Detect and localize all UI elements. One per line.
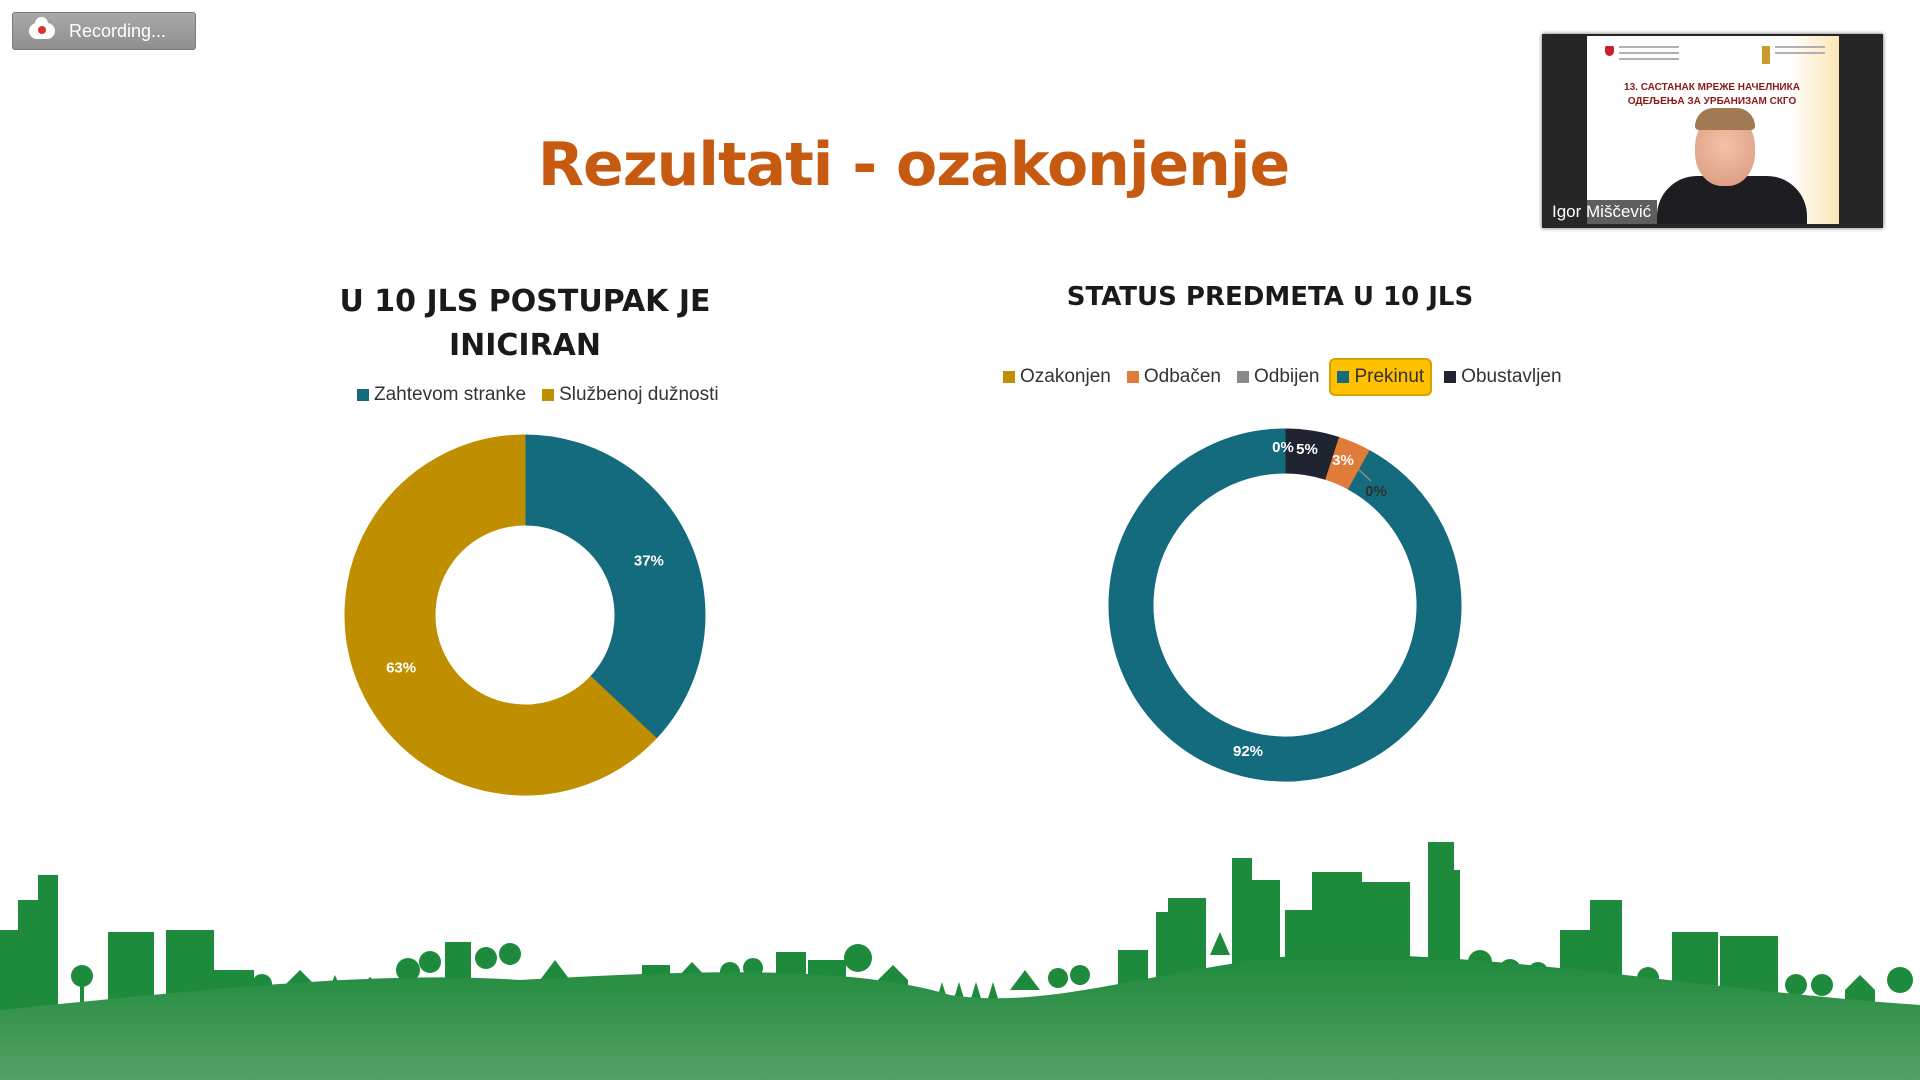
chart2-legend-item-highlighted[interactable]: Prekinut <box>1329 358 1433 396</box>
chart2-legend-label: Odbačen <box>1143 366 1221 387</box>
chart1-title-line2: INICIRAN <box>448 328 602 363</box>
chart2-legend: Ozakonjen Odbačen Odbijen Prekinut Obust… <box>1003 358 1578 396</box>
chart2-legend-swatch <box>1444 371 1457 383</box>
chart2-donut: 0% 5%3%0%92% <box>1108 428 1462 782</box>
chart2-data-label: 92% <box>1233 743 1263 760</box>
chart2-title: STATUS PREDMETA U 10 JLS <box>1066 282 1474 312</box>
participant-video-tile[interactable]: 13. САСТАНАК МРЕЖЕ НАЧЕЛНИКА ОДЕЉЕЊА ЗА … <box>1542 34 1883 228</box>
chart2-legend-label: Obustavljen <box>1461 366 1562 387</box>
shared-slide-title: 13. САСТАНАК МРЕЖЕ НАЧЕЛНИКА ОДЕЉЕЊА ЗА … <box>1597 81 1827 109</box>
chart2-data-label: 5% <box>1296 441 1318 458</box>
chart1-legend-label: Službenoj dužnosti <box>559 384 719 405</box>
chart1-legend-swatch <box>542 389 555 401</box>
recording-indicator[interactable]: Recording... <box>12 12 196 50</box>
chart2-label-leader-line <box>1357 468 1372 482</box>
chart1-legend-item: Službenoj dužnosti <box>542 384 719 406</box>
chart2-data-label: 3% <box>1332 452 1354 469</box>
recording-label: Recording... <box>69 20 167 41</box>
recording-cloud-icon <box>29 17 55 39</box>
chart2-legend-item: Ozakonjen <box>1003 366 1111 388</box>
chart2-data-label: 0% <box>1272 439 1294 456</box>
chart1-donut: 37% 63% <box>344 434 706 796</box>
skgo-logo-icon <box>1762 46 1770 64</box>
chart2-legend-item: Odbijen <box>1236 366 1320 388</box>
chart2-legend-label: Ozakonjen <box>1020 366 1111 387</box>
chart1-slice-zahtevom-stranke <box>524 434 706 739</box>
header-text-lines <box>1775 46 1825 58</box>
chart2-legend-swatch <box>1337 371 1350 383</box>
city-skyline-illustration <box>0 842 1920 1080</box>
chart2-legend-swatch <box>1236 371 1249 383</box>
chart1-title-line1: U 10 JLS POSTUPAK JE <box>339 284 711 319</box>
chart2-slice-prekinut <box>1108 428 1462 782</box>
shared-slide-title-line1: 13. САСТАНАК МРЕЖЕ НАЧЕЛНИКА <box>1624 82 1800 93</box>
slide-title: Rezultati - ozakonjenje <box>537 130 1290 200</box>
chart2-legend-swatch <box>1126 371 1139 383</box>
coat-of-arms-icon <box>1605 46 1614 56</box>
participant-hair <box>1695 108 1755 130</box>
chart1-data-label: 37% <box>634 552 664 569</box>
chart1-legend-item: Zahtevom stranke <box>357 384 526 406</box>
chart2-legend-swatch <box>1003 371 1015 383</box>
chart2-data-label: 0% <box>1365 483 1387 500</box>
chart1-title: U 10 JLS POSTUPAK JE INICIRAN <box>300 280 750 368</box>
video-frame: 13. САСТАНАК МРЕЖЕ НАЧЕЛНИКА ОДЕЉЕЊА ЗА … <box>1587 36 1839 224</box>
participant-name: Igor Miščević <box>1546 200 1658 224</box>
chart2-legend-item: Odbačen <box>1126 366 1221 388</box>
chart1-slice-slu-benoj-du-nosti <box>344 434 657 796</box>
chart1-legend: Zahtevom stranke Službenoj dužnosti <box>357 384 735 406</box>
chart1-legend-label: Zahtevom stranke <box>374 384 527 405</box>
chart1-legend-swatch <box>357 389 369 401</box>
header-text-lines <box>1619 46 1679 64</box>
chart2-legend-label: Prekinut <box>1354 366 1425 387</box>
shared-slide-title-line2: ОДЕЉЕЊА ЗА УРБАНИЗАМ СКГО <box>1627 96 1797 107</box>
chart2-legend-item: Obustavljen <box>1444 366 1562 388</box>
chart2-legend-label: Odbijen <box>1253 366 1320 387</box>
chart1-data-label: 63% <box>386 660 416 677</box>
